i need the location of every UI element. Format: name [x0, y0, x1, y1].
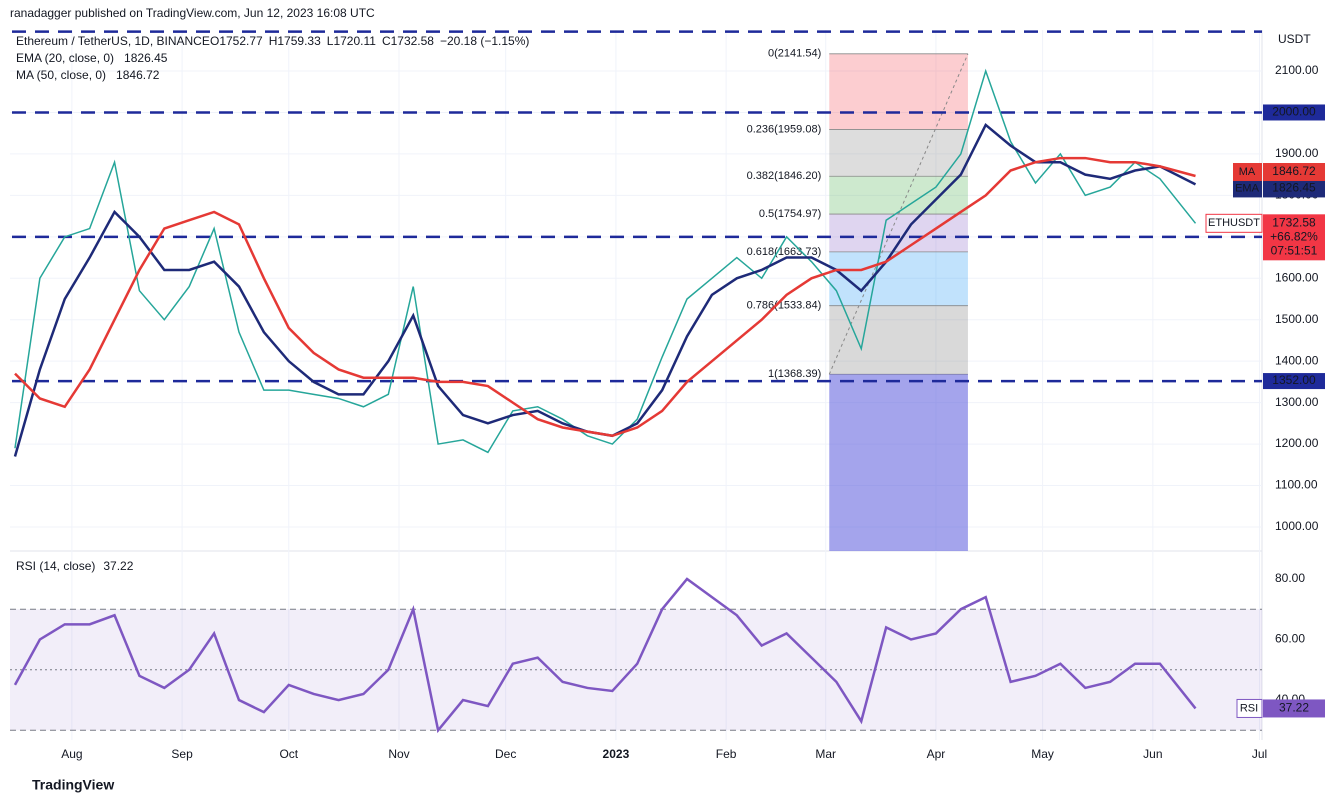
level-tag-label: 2000.00	[1272, 105, 1316, 119]
legend-name: MA (50, close, 0)	[16, 68, 106, 82]
tag-name: MA	[1239, 166, 1256, 178]
price-tag-extra: +66.82%	[1270, 229, 1318, 243]
y-tick-label: 1000.00	[1275, 519, 1319, 533]
fib-zone	[829, 251, 968, 306]
x-tick-label: Dec	[495, 747, 516, 761]
series-line	[13, 577, 1197, 734]
y-unit: USDT	[1278, 32, 1311, 46]
x-tick-label: 2023	[603, 747, 630, 761]
x-tick-label: Jul	[1252, 747, 1267, 761]
legend-value: 1826.45	[124, 51, 168, 65]
x-tick-label: May	[1031, 747, 1054, 761]
fib-label: 1(1368.39)	[768, 368, 821, 380]
y-tick-label: 1200.00	[1275, 436, 1319, 450]
y-tick-label: 1500.00	[1275, 312, 1319, 326]
tag-value: 1826.45	[1272, 181, 1316, 195]
price-tag-extra: 07:51:51	[1271, 243, 1318, 257]
x-tick-label: Aug	[61, 747, 82, 761]
x-tick-label: Feb	[716, 747, 737, 761]
y-tick-label: 1600.00	[1275, 270, 1319, 284]
fib-label: 0.786(1533.84)	[747, 300, 822, 312]
y-tick-label: 60.00	[1275, 632, 1305, 646]
fib-label: 0.382(1846.20)	[747, 170, 822, 182]
y-tick-label: 1300.00	[1275, 395, 1319, 409]
fib-zone	[829, 53, 968, 130]
ohlc: H1759.33	[269, 34, 321, 48]
level-tag-label: 1352.00	[1272, 373, 1316, 387]
fib-trend	[828, 53, 969, 375]
y-tick-label: 1900.00	[1275, 146, 1319, 160]
rsi-value: 37.22	[103, 559, 133, 573]
footer: TradingView	[32, 777, 114, 793]
name-tag-label: ETHUSDT	[1208, 217, 1260, 229]
ohlc: −20.18 (−1.15%)	[440, 34, 529, 48]
y-tick-label: 1400.00	[1275, 353, 1319, 367]
fib-zone	[829, 129, 968, 177]
tag-value: 37.22	[1279, 701, 1309, 715]
fib-label: 0.618(1663.73)	[747, 246, 822, 258]
tag-name-box	[1233, 163, 1262, 182]
fib-label: 0.5(1754.97)	[759, 208, 821, 220]
fib-zone	[829, 214, 968, 252]
rsi-title: RSI (14, close)	[16, 559, 95, 573]
fib-zone	[829, 305, 968, 375]
fib-zone	[829, 176, 968, 215]
chart-title: Ethereum / TetherUS, 1D, BINANCE	[16, 34, 210, 48]
x-tick-label: Jun	[1143, 747, 1162, 761]
published: ranadagger published on TradingView.com,…	[10, 6, 375, 20]
series-line	[14, 68, 1197, 454]
ohlc: C1732.58	[382, 34, 434, 48]
series-line	[14, 156, 1196, 438]
tag-name-box	[1233, 179, 1262, 198]
tag-box	[1263, 179, 1325, 198]
tag-name: RSI	[1240, 702, 1258, 714]
tag-name: EMA	[1235, 182, 1260, 194]
tag-value: 1846.72	[1272, 164, 1316, 178]
x-tick-label: Apr	[927, 747, 946, 761]
price-tag	[1263, 214, 1325, 261]
x-tick-label: Oct	[279, 747, 298, 761]
y-tick-label: 2100.00	[1275, 63, 1319, 77]
tag-box	[1263, 163, 1325, 182]
y-tick-label: 1100.00	[1275, 478, 1318, 492]
ohlc: L1720.11	[327, 34, 376, 48]
x-tick-label: Nov	[388, 747, 409, 761]
ohlc: O1752.77	[210, 34, 263, 48]
legend-value: 1846.72	[116, 68, 160, 82]
level-tag	[1263, 373, 1325, 390]
name-tag	[1205, 213, 1263, 233]
fib-label: 0(2141.54)	[768, 48, 821, 60]
price-tag-value: 1732.58	[1272, 215, 1316, 229]
fib-extension	[829, 374, 968, 551]
x-tick-label: Sep	[171, 747, 193, 761]
x-tick-label: Mar	[815, 747, 836, 761]
legend-name: EMA (20, close, 0)	[16, 51, 114, 65]
y-tick-label: 80.00	[1275, 571, 1305, 585]
tag-name-box	[1236, 698, 1263, 718]
fib-label: 0.236(1959.08)	[747, 123, 822, 135]
level-tag	[1263, 104, 1325, 121]
tag-box	[1263, 699, 1325, 718]
